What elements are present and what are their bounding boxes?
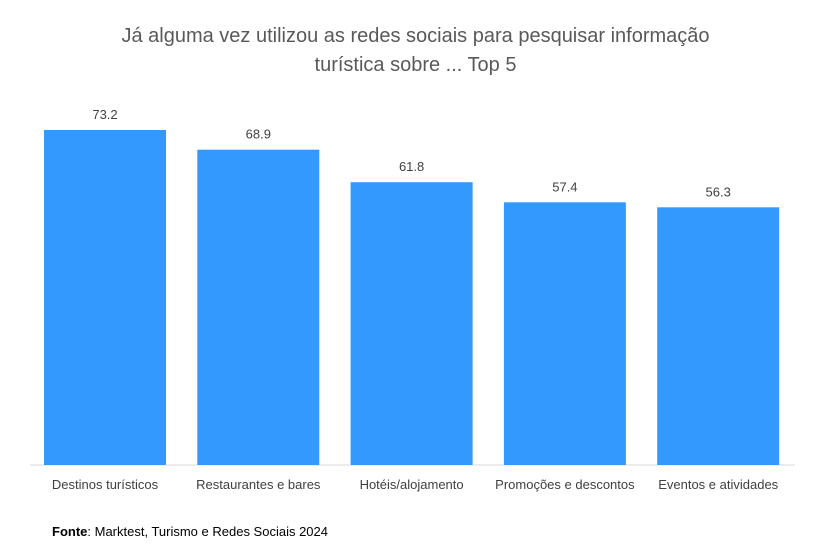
category-labels-layer: Destinos turísticos Restaurantes e bares H… [52, 477, 779, 492]
value-label-2: 68.9 [246, 127, 271, 142]
category-label-5: Eventos e atividades [658, 477, 778, 492]
value-label-4: 57.4 [552, 179, 577, 194]
value-label-1: 73.2 [92, 107, 117, 122]
category-label-1: Destinos turísticos [52, 477, 159, 492]
chart-title-line-2: turística sobre ... Top 5 [314, 54, 517, 76]
bars-layer [44, 130, 780, 466]
bar-4 [503, 202, 626, 466]
chart-title: Já alguma vez utilizou as redes sociais … [0, 22, 831, 80]
bar-1 [44, 130, 166, 465]
category-label-2: Restaurantes e bares [196, 477, 321, 492]
value-labels-layer: 73.2 68.9 61.8 57.4 56.3 [92, 107, 731, 199]
category-label-4: Promoções e descontos [495, 477, 635, 492]
chart-title-line-1: Já alguma vez utilizou as redes sociais … [121, 25, 710, 47]
source-note: Fonte: Marktest, Turismo e Redes Sociais… [52, 524, 328, 539]
source-text: : Marktest, Turismo e Redes Sociais 2024 [87, 524, 328, 539]
category-label-3: Hotéis/alojamento [360, 477, 464, 492]
value-label-3: 61.8 [399, 159, 424, 174]
bar-5 [657, 207, 780, 466]
source-label: Fonte [52, 524, 88, 539]
value-label-5: 56.3 [706, 184, 731, 199]
bar-3 [350, 182, 473, 465]
bar-2 [197, 149, 320, 465]
